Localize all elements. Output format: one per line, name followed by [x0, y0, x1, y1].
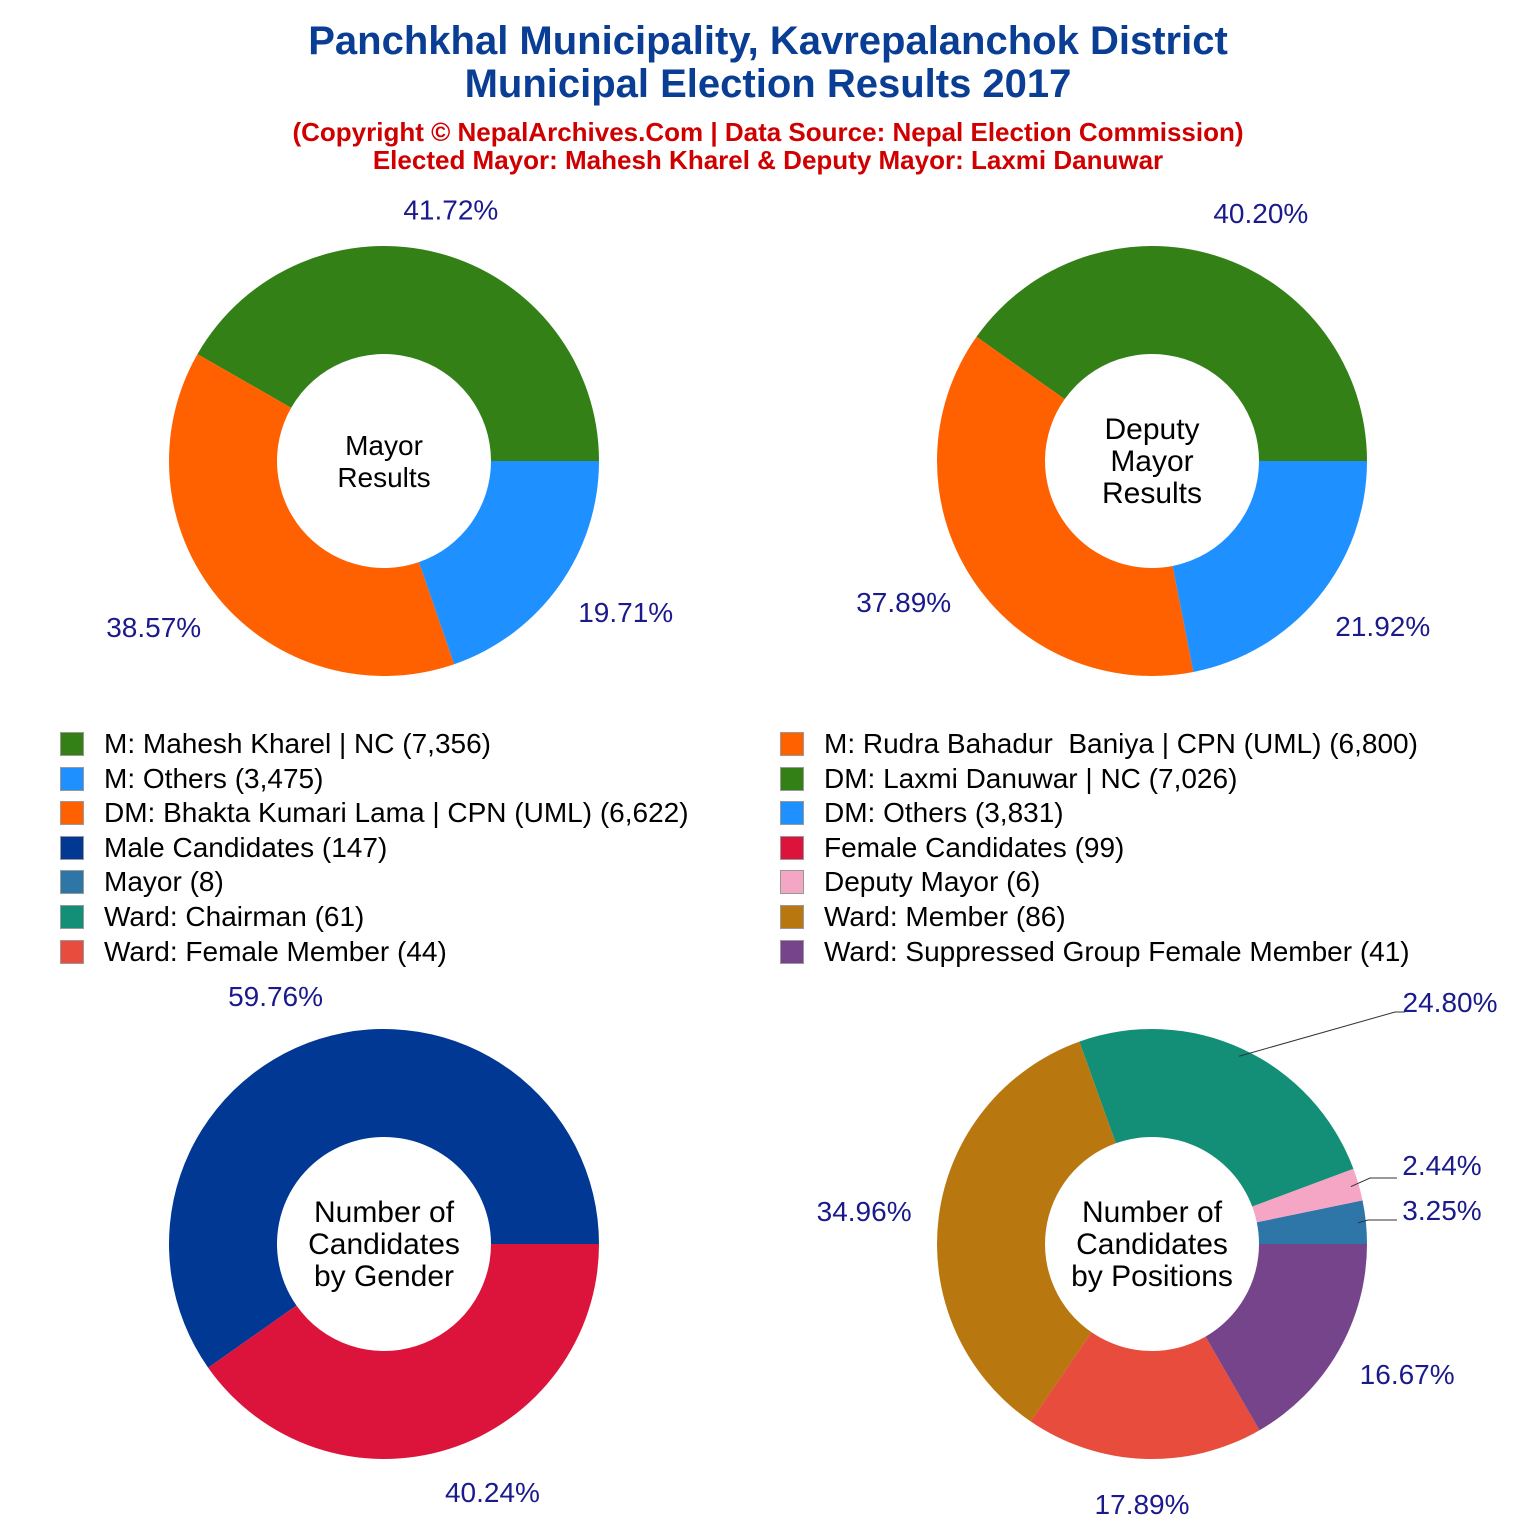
chart-subtitle-line2: Elected Mayor: Mahesh Kharel & Deputy Ma… — [372, 145, 1164, 175]
legend-swatch — [780, 870, 804, 895]
legend-label: DM: Bhakta Kumari Lama | CPN (UML) (6,62… — [104, 797, 689, 829]
legend-label: Female Candidates (99) — [824, 831, 1125, 863]
legend-swatch — [780, 801, 804, 826]
center-label: Deputy — [1104, 413, 1199, 446]
legend-swatch — [780, 766, 804, 791]
chart-title-line1: Panchkhal Municipality, Kavrepalanchok D… — [308, 19, 1228, 63]
legend-swatch — [780, 939, 804, 964]
legend-label: M: Mahesh Kharel | NC (7,356) — [104, 728, 491, 759]
center-label: Mayor — [345, 430, 423, 461]
legend-swatch — [60, 870, 84, 895]
legend-swatch — [60, 835, 84, 860]
data-label: 59.76% — [228, 981, 323, 1012]
data-label: 17.89% — [1095, 1489, 1190, 1520]
donut-slice — [168, 354, 455, 677]
center-label: by Positions — [1071, 1260, 1233, 1293]
donut-slice — [418, 461, 599, 665]
donut-slice — [937, 1041, 1116, 1422]
legend-swatch — [60, 905, 84, 929]
leader-line — [1357, 1219, 1397, 1224]
data-label: 2.44% — [1402, 1150, 1481, 1181]
data-label: 21.92% — [1335, 611, 1430, 642]
donut-slice — [1079, 1029, 1354, 1207]
data-label: 34.96% — [817, 1196, 912, 1227]
leader-line — [1350, 1177, 1397, 1188]
data-label: 40.24% — [445, 1477, 540, 1508]
donut-slice — [976, 245, 1367, 461]
leader-line — [1238, 1011, 1405, 1057]
donut-slice — [197, 246, 600, 461]
center-label: Number of — [314, 1196, 455, 1229]
data-label: 24.80% — [1403, 987, 1498, 1018]
legend-swatch — [780, 905, 804, 929]
chart-subtitle-line1: (Copyright © NepalArchives.Com | Data So… — [292, 117, 1244, 147]
center-label: Candidates — [1076, 1228, 1228, 1261]
donut-slice — [1030, 1332, 1260, 1460]
donut-slice — [208, 1244, 599, 1459]
legend-label: Ward: Chairman (61) — [104, 901, 365, 932]
chart-title-line2: Municipal Election Results 2017 — [464, 62, 1072, 106]
legend-label: DM: Others (3,831) — [824, 797, 1064, 829]
legend-swatch — [780, 732, 804, 756]
legend-label: M: Others (3,475) — [104, 762, 324, 794]
legend-swatch — [60, 801, 84, 826]
donut-slice — [1172, 461, 1367, 672]
data-label: 37.89% — [856, 587, 951, 618]
data-label: 41.72% — [403, 195, 498, 226]
data-label: 16.67% — [1360, 1359, 1455, 1390]
legend-swatch — [60, 766, 84, 791]
legend-label: Ward: Female Member (44) — [104, 935, 447, 967]
legend-swatch — [780, 835, 804, 860]
legend-label: Male Candidates (147) — [104, 831, 388, 863]
center-label: Results — [337, 462, 430, 493]
center-label: Mayor — [1110, 445, 1193, 478]
legend-swatch — [60, 939, 84, 964]
center-label: Number of — [1082, 1196, 1223, 1229]
legend-label: DM: Laxmi Danuwar | NC (7,026) — [824, 762, 1238, 794]
legend-label: Deputy Mayor (6) — [824, 866, 1041, 898]
legend-label: Mayor (8) — [104, 866, 224, 898]
data-label: 40.20% — [1213, 198, 1308, 229]
data-label: 38.57% — [106, 612, 201, 643]
donut-slice — [1205, 1244, 1367, 1431]
legend-swatch — [60, 732, 84, 756]
legend-label: Ward: Suppressed Group Female Member (41… — [824, 935, 1410, 967]
data-label: 3.25% — [1402, 1195, 1481, 1226]
center-label: by Gender — [314, 1260, 454, 1293]
donut-slice — [169, 1029, 600, 1368]
donut-slice — [1256, 1200, 1367, 1244]
legend-label: M: Rudra Bahadur Baniya | CPN (UML) (6,8… — [824, 728, 1418, 759]
legend-label: Ward: Member (86) — [824, 901, 1066, 932]
center-label: Results — [1102, 477, 1202, 510]
donut-slice — [1252, 1168, 1363, 1223]
donut-slice — [936, 336, 1194, 677]
center-label: Candidates — [308, 1228, 460, 1261]
data-label: 19.71% — [578, 597, 673, 628]
